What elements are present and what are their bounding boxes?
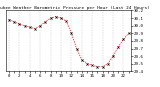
Title: Milwaukee Weather Barometric Pressure per Hour (Last 24 Hours): Milwaukee Weather Barometric Pressure pe…: [0, 6, 150, 10]
